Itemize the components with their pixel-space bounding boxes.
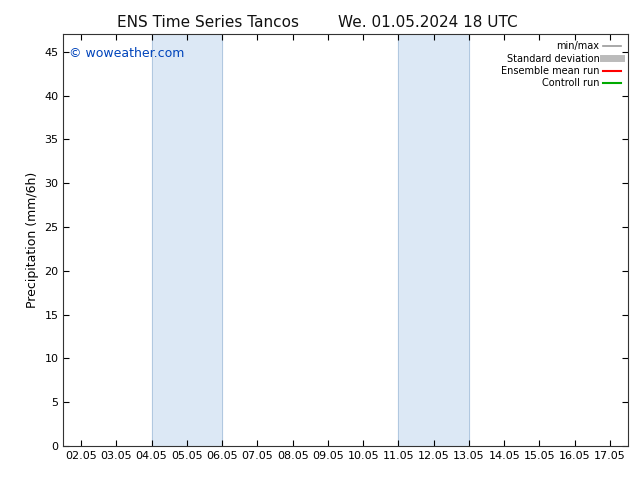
Text: ENS Time Series Tancos        We. 01.05.2024 18 UTC: ENS Time Series Tancos We. 01.05.2024 18… [117, 15, 517, 30]
Text: © woweather.com: © woweather.com [69, 47, 184, 60]
Legend: min/max, Standard deviation, Ensemble mean run, Controll run: min/max, Standard deviation, Ensemble me… [499, 39, 623, 90]
Bar [398, 34, 469, 446]
Y-axis label: Precipitation (mm/6h): Precipitation (mm/6h) [26, 172, 39, 308]
Bar [152, 34, 222, 446]
